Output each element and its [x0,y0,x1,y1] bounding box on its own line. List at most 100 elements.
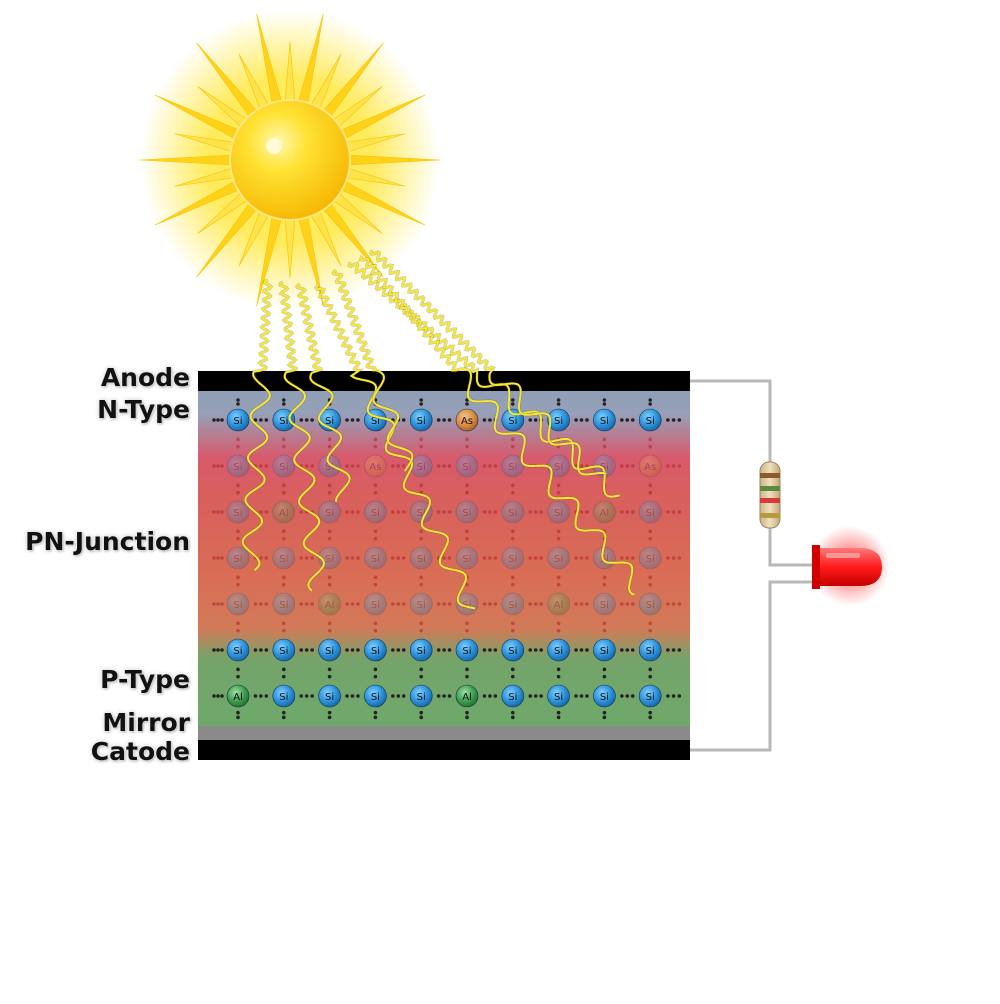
bond-dot [419,437,424,442]
atom-si: Si [364,500,387,524]
atom-symbol: Si [371,600,380,611]
bond-dot [671,556,676,560]
bond-dot [539,602,543,606]
bond-dot [419,582,424,587]
bond-dot [528,556,533,560]
bond-dot [625,648,630,652]
atom-symbol: Si [233,646,242,657]
bond-dot [282,483,286,488]
atom-si: Si [455,454,479,478]
bond-dot [419,529,424,534]
bond-dot [488,464,492,468]
bond-dot [391,556,395,560]
bond-dot [671,602,676,606]
atom-si: Si [593,638,616,662]
bond-dot [666,556,670,560]
bond-dot [556,674,561,679]
bond-dot [396,694,401,698]
atom-symbol: Si [600,554,609,565]
bond-dot [345,694,349,698]
bond-dot [419,483,424,488]
bond-dot [327,710,332,715]
bond-dot [327,582,332,587]
bond-dot [511,402,515,406]
bond-dot [574,556,578,560]
bond-dot [677,510,682,514]
wire-mid [768,525,815,567]
bond-dot [666,464,670,468]
bond-dot [282,575,286,580]
bond-dot [556,710,561,715]
bond-dot [556,582,561,587]
bond-dot [533,556,538,560]
bond-dot [511,667,515,672]
bond-dot [327,437,332,442]
bond-dot [282,398,286,402]
bond-dot [493,694,498,698]
bond-dot [212,602,216,606]
bond-dot [630,602,635,606]
bond-dot [585,648,589,652]
bond-dot [602,582,607,587]
atom-symbol: Si [600,600,609,611]
atom-symbol: Si [417,554,426,565]
bond-dot [625,602,630,606]
bond-dot [465,444,469,449]
bond-dot [212,418,216,422]
bond-dot [253,648,258,652]
bond-dot [345,602,349,606]
bond-dot [488,694,492,698]
bond-dot [310,556,314,560]
atom-si: Si [638,684,662,708]
atom-si: Si [318,454,341,478]
atom-symbol: Si [279,416,288,427]
label-pn-junction: PN-Junction [25,527,190,556]
bond-dot [236,710,240,715]
bond-dot [465,628,469,633]
bond-dot [299,602,304,606]
bond-dot [259,510,263,514]
atom-si: Si [455,592,479,616]
bond-dot [350,648,355,652]
bond-dot [356,464,360,468]
bond-dot [493,556,498,560]
bond-dot [666,418,670,422]
bond-dot [282,490,286,495]
bond-dot [310,694,314,698]
bond-dot [304,694,309,698]
wire-bottom [690,580,815,752]
bond-dot [511,621,515,626]
bond-dot [236,437,240,442]
bond-dot [264,648,269,652]
bond-dot [625,464,630,468]
bond-dot [493,464,498,468]
bond-dot [350,556,355,560]
bond-dot [236,402,240,406]
bond-dot [482,602,487,606]
bond-dot [310,648,314,652]
sun-icon [139,10,441,310]
bond-dot [671,464,676,468]
bond-dot [447,510,452,514]
atom-symbol: As [461,416,473,427]
atom-symbol: Si [325,416,334,427]
bond-dot [327,674,332,679]
bond-dot [419,667,424,672]
atom-symbol: Si [600,692,609,703]
bond-dot [602,398,607,402]
atom-symbol: Si [554,508,563,519]
bond-dot [327,621,332,626]
bond-dot [585,510,589,514]
label-p-type: P-Type [100,665,190,694]
bond-dot [539,648,543,652]
bond-dot [282,444,286,449]
bond-dot [282,628,286,633]
bond-dot [556,444,561,449]
bond-dot [299,418,304,422]
bond-dot [391,694,395,698]
bond-dot [282,667,286,672]
bond-dot [236,444,240,449]
atom-si: Si [638,638,662,662]
bond-dot [511,483,515,488]
